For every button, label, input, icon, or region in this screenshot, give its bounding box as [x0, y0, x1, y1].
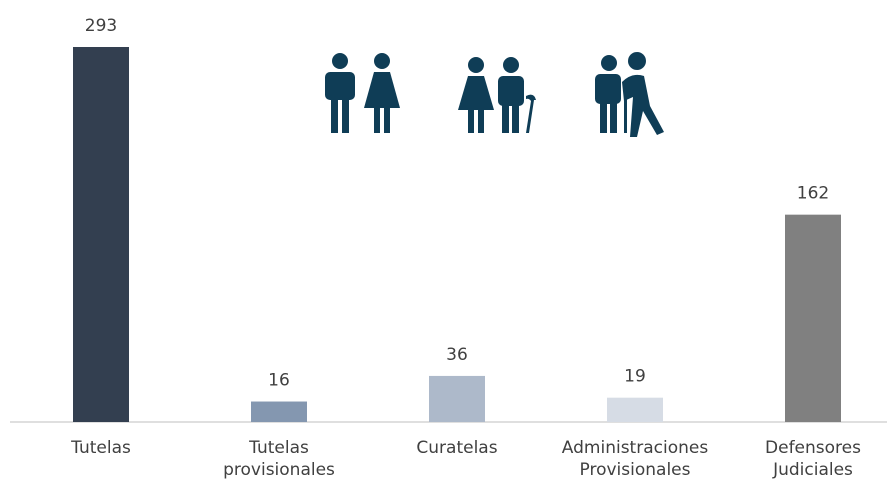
bar [607, 397, 663, 422]
x-tick-label: Tutelas provisionales [223, 438, 335, 480]
x-tick-label: Curatelas [416, 438, 498, 458]
bar [429, 375, 485, 422]
value-label: 16 [268, 371, 290, 391]
icons [325, 52, 664, 137]
bar [73, 47, 129, 422]
x-tick-label: Defensores Judiciales [765, 438, 861, 480]
value-label: 19 [624, 367, 646, 387]
value-label: 293 [85, 16, 117, 36]
x-tick-label: Administraciones Provisionales [561, 438, 709, 480]
value-label: 162 [797, 184, 829, 204]
bar [785, 214, 841, 422]
value-label: 36 [446, 345, 468, 365]
x-tick-label: Tutelas [71, 438, 131, 458]
bar [251, 401, 307, 422]
